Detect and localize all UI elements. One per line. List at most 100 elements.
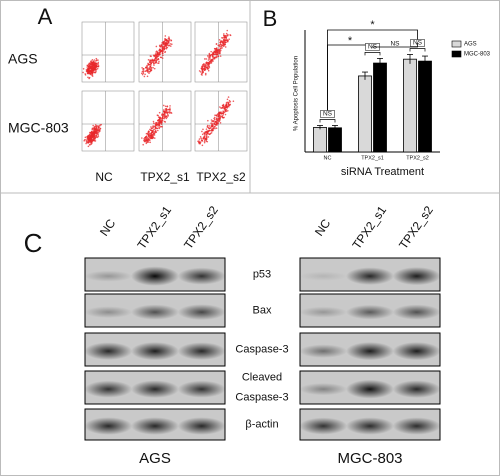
flow-dot [210,132,213,134]
flow-dot [163,109,165,111]
flow-dot [89,67,92,69]
flow-dot [152,125,154,128]
flow-dot [226,29,229,32]
flow-dot [199,136,202,138]
flow-dot [170,39,172,42]
flow-dot [87,71,90,74]
flow-dot [97,126,100,129]
blot-band [84,417,133,435]
flow-dot [166,105,169,107]
flow-dot [83,140,85,142]
blot-band [177,417,226,435]
flow-dot [146,70,149,72]
flow-dot [91,132,93,134]
flow-dot [149,136,151,138]
flow-dot [143,68,145,70]
annotation: NS [323,111,333,118]
flow-dot [164,105,167,108]
flow-dot [148,137,150,140]
flow-dot [221,112,224,114]
flow-dot [202,64,204,66]
flow-dot [227,109,229,112]
flow-dot [205,131,207,134]
flow-dot [208,60,211,63]
flow-dot [143,139,145,142]
flow-dot [89,140,91,143]
flow-dot [164,113,166,116]
flow-dot [208,133,211,136]
flow-dot [149,55,152,57]
flow-dot [149,129,152,132]
flow-dot [141,73,144,76]
flow-dot [205,63,207,66]
flow-dot [225,36,227,38]
flow-dot [145,139,148,142]
flow-dot [82,71,84,74]
flow-dot [210,129,213,132]
flow-dot [97,65,100,68]
flow-dot [200,67,203,70]
flow-dot [206,124,209,127]
flow-dot [207,57,210,59]
flow-dot [149,71,151,73]
flow-dot [162,41,164,44]
flow-dot [208,55,210,57]
flow-dot [93,128,95,131]
flow-dot [206,55,209,57]
flow-dot [219,121,222,124]
flow-dot [168,112,171,114]
flow-dot [207,62,210,65]
flow-dot [201,144,204,147]
flow-dot [90,60,92,63]
flow-dot [215,53,218,56]
flow-dot [207,136,210,138]
x-tick-label: NC [324,155,332,161]
flow-dot [224,113,227,116]
flow-dot [86,64,89,67]
flow-dot [210,50,212,53]
flow-dot [206,67,208,69]
flow-dot [146,68,149,70]
flow-dot [166,46,169,49]
flow-dot [209,54,212,57]
blot-band [299,383,348,396]
flow-dot [142,71,145,73]
flow-dot [160,114,163,116]
bracket [409,48,426,52]
flow-dot [142,72,145,75]
flow-dot [201,140,204,142]
flow-dot [223,43,226,46]
flow-dot [148,132,150,135]
flow-dot [202,128,204,131]
protein-label: Caspase-3 [235,391,288,403]
flow-dot [143,75,146,78]
flow-dot [165,108,168,111]
flow-dot [212,124,214,126]
flow-dot [215,114,218,117]
flow-dot [88,143,91,146]
flow-dot [225,32,228,35]
flow-dot [212,53,215,55]
legend-label: MGC-803 [464,52,491,58]
flow-dot [209,62,211,65]
flow-dot [223,41,225,43]
flow-dot [144,73,146,76]
flow-dot [165,115,168,117]
flow-dot [205,64,207,67]
flow-dot [155,45,158,48]
flow-dot [157,55,160,57]
flow-dot [210,122,212,124]
flow-dot [98,125,101,127]
flow-dot [217,49,219,51]
flow-dot [90,74,93,76]
flow-dot [222,113,225,116]
flow-dot [165,111,168,114]
flow-dot [163,120,166,123]
flow-dot [220,115,222,118]
flow-dot [205,128,208,130]
blot-band [299,306,348,318]
flow-dot [224,42,226,44]
blot-band [392,304,441,320]
flow-dot [218,113,221,115]
x-tick-label: TPX2_s2 [406,155,429,161]
